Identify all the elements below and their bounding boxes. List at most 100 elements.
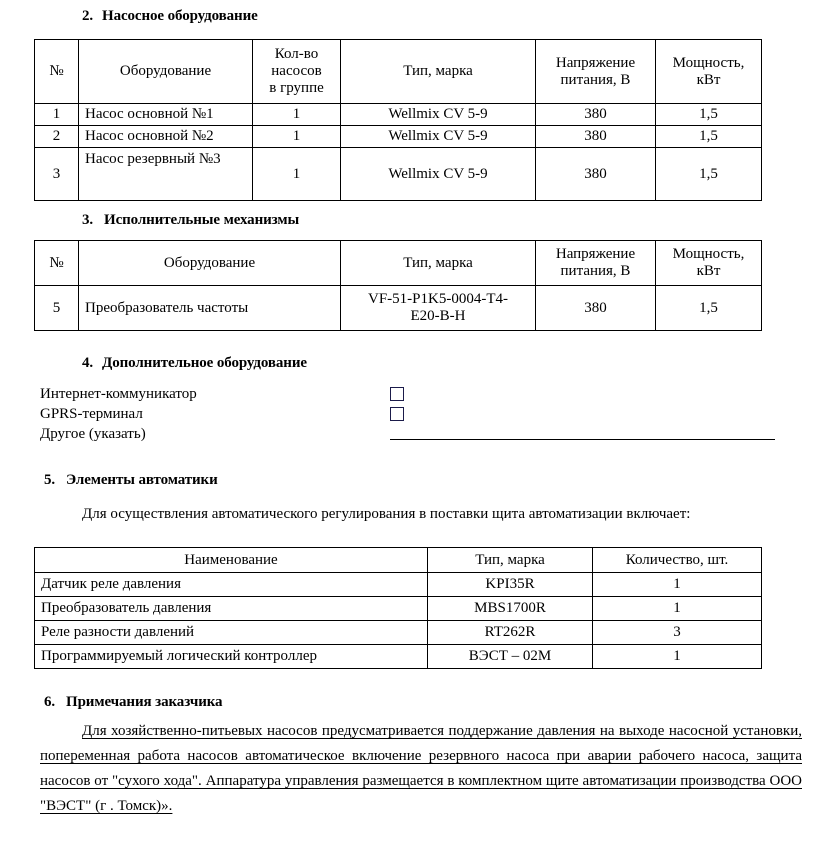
cell-power: 1,5: [655, 147, 762, 201]
cell-type-line-2: E20-B-H: [410, 308, 466, 324]
cell-no: 1: [34, 103, 79, 126]
cell-equipment: Насос основной №1: [78, 103, 253, 126]
cell-count: 1: [252, 147, 341, 201]
header-cell-no: №: [34, 240, 79, 286]
cell-voltage: 380: [535, 103, 656, 126]
cell-voltage: 380: [535, 285, 656, 331]
cell-type: RT262R: [427, 620, 593, 645]
table-header-row: № Оборудование Тип, марка Напряжение пит…: [34, 240, 762, 286]
table-header-row: Наименование Тип, марка Количество, шт.: [34, 547, 762, 573]
cell-voltage: 380: [535, 125, 656, 148]
actuator-table: № Оборудование Тип, марка Напряжение пит…: [34, 240, 762, 331]
cell-count: 1: [252, 103, 341, 126]
section-number: 5.: [44, 472, 56, 488]
header-line-1: Мощность,: [672, 54, 745, 71]
section-title: Примечания заказчика: [66, 694, 223, 710]
cell-power: 1,5: [655, 103, 762, 126]
table-row: 3 Насос резервный №3 1 Wellmix CV 5-9 38…: [34, 147, 762, 201]
section-heading-additional-equipment: 4. Дополнительное оборудование: [82, 355, 307, 372]
option-label: GPRS-терминал: [40, 406, 143, 422]
cell-equipment: Преобразователь частоты: [78, 285, 341, 331]
customer-notes-paragraph: Для хозяйственно-питьевых насосов предус…: [40, 723, 802, 814]
cell-power: 1,5: [655, 285, 762, 331]
header-line-1: Кол-во: [274, 46, 319, 62]
cell-type: Wellmix CV 5-9: [340, 125, 536, 148]
cell-type: Wellmix CV 5-9: [340, 147, 536, 201]
table-row: Программируемый логический контроллер ВЭ…: [34, 644, 762, 669]
checkbox-gprs-terminal[interactable]: [390, 407, 404, 421]
section-number: 4.: [82, 355, 94, 371]
table-row: 5 Преобразователь частоты VF-51-P1K5-000…: [34, 285, 762, 331]
cell-type: VF-51-P1K5-0004-T4- E20-B-H: [340, 285, 536, 331]
cell-quantity: 1: [592, 596, 762, 621]
option-row-other: Другое (указать): [40, 424, 780, 444]
header-line-2: питания, В: [560, 263, 631, 279]
header-cell-type: Тип, марка: [427, 547, 593, 573]
header-line-2: насосов: [271, 63, 322, 79]
cell-voltage: 380: [535, 147, 656, 201]
cell-equipment: Насос основной №2: [78, 125, 253, 148]
cell-count: 1: [252, 125, 341, 148]
option-label: Интернет-коммуникатор: [40, 386, 197, 402]
header-cell-type: Тип, марка: [340, 240, 536, 286]
section-number: 2.: [82, 8, 94, 24]
header-cell-type: Тип, марка: [340, 39, 536, 104]
checkbox-internet-communicator[interactable]: [390, 387, 404, 401]
header-line-3: в группе: [269, 80, 324, 96]
cell-name: Датчик реле давления: [34, 572, 428, 597]
header-cell-pump-count: Кол-во насосов в группе: [252, 39, 341, 104]
option-row-gprs-terminal: GPRS-терминал: [40, 404, 780, 424]
cell-name: Программируемый логический контроллер: [34, 644, 428, 669]
section-heading-pump-equipment: 2. Насосное оборудование: [82, 8, 258, 25]
table-row: Реле разности давлений RT262R 3: [34, 620, 762, 645]
section-title: Исполнительные механизмы: [104, 212, 300, 228]
cell-no: 5: [34, 285, 79, 331]
cell-type-line-1: VF-51-P1K5-0004-T4-: [368, 291, 508, 307]
section-number: 6.: [44, 694, 56, 710]
automation-elements-table: Наименование Тип, марка Количество, шт. …: [34, 547, 762, 669]
cell-equipment: Насос резервный №3: [78, 147, 253, 201]
cell-no: 3: [34, 147, 79, 201]
header-cell-equipment: Оборудование: [78, 39, 253, 104]
section-heading-actuators: 3. Исполнительные механизмы: [82, 212, 299, 229]
cell-quantity: 1: [592, 644, 762, 669]
cell-no: 2: [34, 125, 79, 148]
section-number: 3.: [82, 212, 94, 228]
header-line-1: Напряжение: [555, 246, 636, 262]
section-title: Насосное оборудование: [102, 8, 258, 24]
header-cell-voltage: Напряжение питания, В: [535, 240, 656, 286]
header-cell-quantity: Количество, шт.: [592, 547, 762, 573]
section-title: Элементы автоматики: [66, 472, 218, 488]
cell-name: Преобразователь давления: [34, 596, 428, 621]
cell-name: Реле разности давлений: [34, 620, 428, 645]
cell-type: Wellmix CV 5-9: [340, 103, 536, 126]
header-line-2: питания, В: [560, 71, 631, 88]
pump-equipment-table: № Оборудование Кол-во насосов в группе Т…: [34, 39, 762, 201]
header-cell-name: Наименование: [34, 547, 428, 573]
option-row-internet-communicator: Интернет-коммуникатор: [40, 384, 780, 404]
cell-quantity: 3: [592, 620, 762, 645]
header-cell-voltage: Напряжение питания, В: [535, 39, 656, 104]
header-cell-equipment: Оборудование: [78, 240, 341, 286]
cell-quantity: 1: [592, 572, 762, 597]
cell-type: KPI35R: [427, 572, 593, 597]
header-line-2: кВт: [696, 263, 721, 279]
automation-intro-paragraph: Для осуществления автоматического регули…: [82, 506, 691, 522]
header-cell-power: Мощность, кВт: [655, 39, 762, 104]
table-row: 1 Насос основной №1 1 Wellmix CV 5-9 380…: [34, 103, 762, 126]
table-header-row: № Оборудование Кол-во насосов в группе Т…: [34, 39, 762, 104]
table-row: Преобразователь давления MBS1700R 1: [34, 596, 762, 621]
header-line-1: Мощность,: [672, 246, 745, 262]
header-line-2: кВт: [696, 71, 721, 88]
cell-type: ВЭСТ – 02М: [427, 644, 593, 669]
cell-power: 1,5: [655, 125, 762, 148]
section-heading-automation-elements: 5. Элементы автоматики: [44, 472, 218, 489]
section-heading-customer-notes: 6. Примечания заказчика: [44, 694, 223, 711]
header-cell-power: Мощность, кВт: [655, 240, 762, 286]
table-row: Датчик реле давления KPI35R 1: [34, 572, 762, 597]
cell-type: MBS1700R: [427, 596, 593, 621]
other-input-line[interactable]: [390, 438, 775, 440]
additional-equipment-options: Интернет-коммуникатор GPRS-терминал Друг…: [40, 384, 780, 444]
header-line-1: Напряжение: [555, 54, 636, 71]
